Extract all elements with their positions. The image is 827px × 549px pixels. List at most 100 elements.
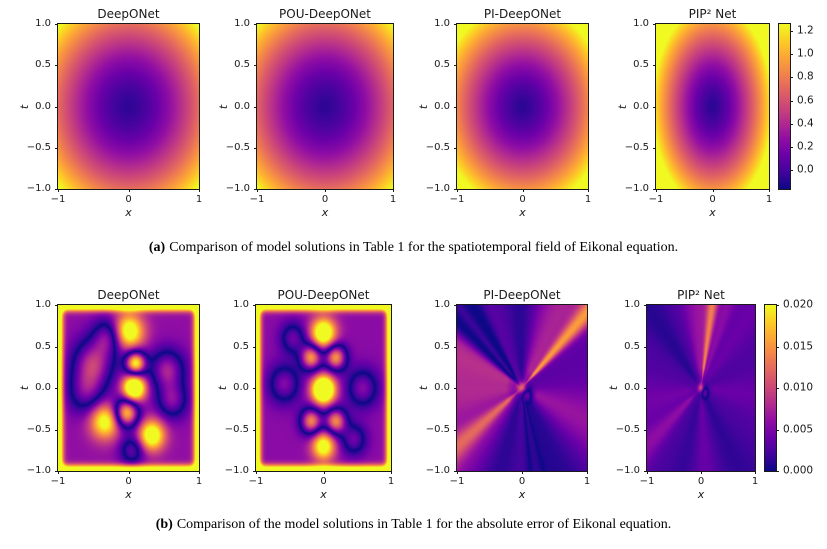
heatmap-image	[647, 305, 755, 471]
colorbar-tick-label: 1.0	[797, 47, 814, 60]
y-tick-label: 0.0	[624, 382, 640, 393]
y-tick-label: 1.0	[624, 299, 640, 310]
y-axis-label: t	[17, 104, 31, 109]
y-tick-mark	[653, 24, 656, 25]
x-tick-label: 1	[195, 194, 203, 205]
y-tick-mark	[253, 388, 256, 389]
x-tick-mark	[769, 189, 770, 192]
y-tick-label: −1.0	[225, 183, 250, 194]
x-tick-label: 0	[125, 476, 132, 487]
x-tick-mark	[755, 471, 756, 474]
y-tick-mark	[454, 429, 457, 431]
y-tick-label: 0.0	[434, 382, 450, 393]
x-tick-mark	[587, 471, 588, 474]
x-tick-mark	[323, 471, 325, 474]
y-tick-mark	[644, 388, 647, 389]
y-tick-label: 1.0	[35, 18, 51, 29]
panel-title: DeepONet	[97, 288, 160, 302]
x-tick-label: −1	[639, 476, 655, 487]
colorbar-tick-label: 0.015	[783, 340, 814, 352]
x-tick-label: −1	[449, 476, 465, 487]
y-tick-mark	[55, 189, 58, 190]
x-tick-mark	[701, 471, 702, 474]
y-tick-mark	[55, 429, 58, 431]
y-tick-label: 0.5	[35, 59, 51, 71]
subfigure-a-caption: (a) Comparison of model solutions in Tabl…	[0, 240, 827, 256]
y-tick-label: −1.0	[26, 465, 51, 476]
x-tick-label: 1	[583, 476, 591, 487]
y-tick-mark	[454, 106, 457, 108]
x-tick-mark	[712, 189, 714, 192]
y-tick-label: 1.0	[234, 18, 250, 29]
y-tick-mark	[253, 346, 256, 348]
colorbar-tick-label: 0.6	[797, 94, 814, 107]
colorbar-tick-label: 0.000	[783, 464, 814, 477]
y-tick-mark	[55, 106, 58, 108]
panel-title: PIP² Net	[688, 7, 737, 21]
x-tick-mark	[256, 471, 257, 474]
x-tick-mark	[257, 189, 258, 192]
x-tick-label: 0	[125, 194, 132, 205]
heatmap-image	[457, 24, 588, 189]
heatmap-panel-b-2: POU-DeepONet 1.0 0.5 0.0 −0.5 −1.0 −1 0 1 t x	[216, 288, 395, 501]
x-tick-mark	[199, 189, 200, 192]
heatmap-panel-a-1: DeepONet 1.0 0.5 0.0 −0.5 −1.0 −1 0 1 t x	[18, 7, 203, 219]
y-tick-mark	[653, 189, 656, 190]
colorbar-tick-label: 0.2	[797, 140, 814, 153]
y-tick-mark	[454, 346, 457, 348]
y-tick-mark	[55, 346, 58, 348]
colorbar-gradient	[779, 24, 790, 189]
x-tick-mark	[647, 471, 648, 474]
y-axis-label: t	[215, 385, 229, 391]
y-tick-label: −0.5	[425, 423, 450, 435]
x-axis-label: x	[697, 488, 705, 501]
y-tick-mark	[254, 65, 257, 67]
y-tick-mark	[253, 429, 256, 431]
y-tick-mark	[454, 147, 457, 149]
y-tick-mark	[653, 106, 656, 108]
x-tick-mark	[457, 471, 458, 474]
x-tick-label: 0	[518, 476, 526, 487]
x-tick-label: 0	[321, 194, 329, 205]
y-tick-label: 0.0	[633, 100, 649, 112]
y-tick-label: 0.5	[434, 59, 450, 71]
x-tick-label: −1	[249, 194, 265, 205]
heatmap-image	[58, 305, 199, 471]
x-tick-mark	[393, 189, 394, 192]
heatmap-image	[256, 305, 391, 471]
y-tick-label: 0.5	[234, 59, 250, 71]
y-axis-label: t	[615, 104, 629, 109]
heatmap-panel-a-2: POU-DeepONet 1.0 0.5 0.0 −0.5 −1.0 −1 0 1 t x	[217, 7, 397, 219]
x-tick-label: −1	[648, 194, 664, 205]
x-tick-label: −1	[50, 194, 66, 205]
x-axis-label: x	[518, 488, 526, 501]
heatmap-image	[457, 305, 587, 471]
x-tick-label: 1	[195, 476, 203, 487]
y-tick-mark	[454, 471, 457, 472]
y-tick-mark	[55, 147, 58, 149]
y-tick-label: −0.5	[225, 141, 250, 153]
y-tick-label: −1.0	[224, 465, 249, 476]
x-tick-label: 1	[389, 194, 397, 205]
panel-title: PIP² Net	[677, 288, 725, 302]
y-tick-label: −0.5	[615, 423, 640, 435]
y-axis-label: t	[416, 104, 430, 109]
x-tick-mark	[128, 471, 130, 474]
y-tick-label: 0.5	[35, 340, 51, 352]
x-tick-label: 0	[709, 194, 716, 205]
colorbar-tick-label: 0.005	[783, 423, 814, 435]
x-tick-mark	[522, 471, 523, 474]
y-tick-mark	[55, 471, 58, 472]
x-tick-label: 1	[584, 194, 592, 205]
colorbar-b: 0.020 0.015 0.010 0.005 0.000	[764, 299, 813, 476]
x-tick-mark	[457, 189, 458, 192]
panel-title: POU-DeepONet	[277, 288, 370, 302]
y-tick-mark	[454, 24, 457, 25]
y-tick-label: 0.0	[434, 100, 450, 112]
x-tick-mark	[58, 189, 59, 192]
y-tick-label: 1.0	[233, 299, 249, 310]
y-tick-label: −0.5	[224, 423, 249, 435]
x-tick-label: 1	[751, 476, 759, 487]
colorbar-tick-label: 0.020	[783, 298, 814, 311]
